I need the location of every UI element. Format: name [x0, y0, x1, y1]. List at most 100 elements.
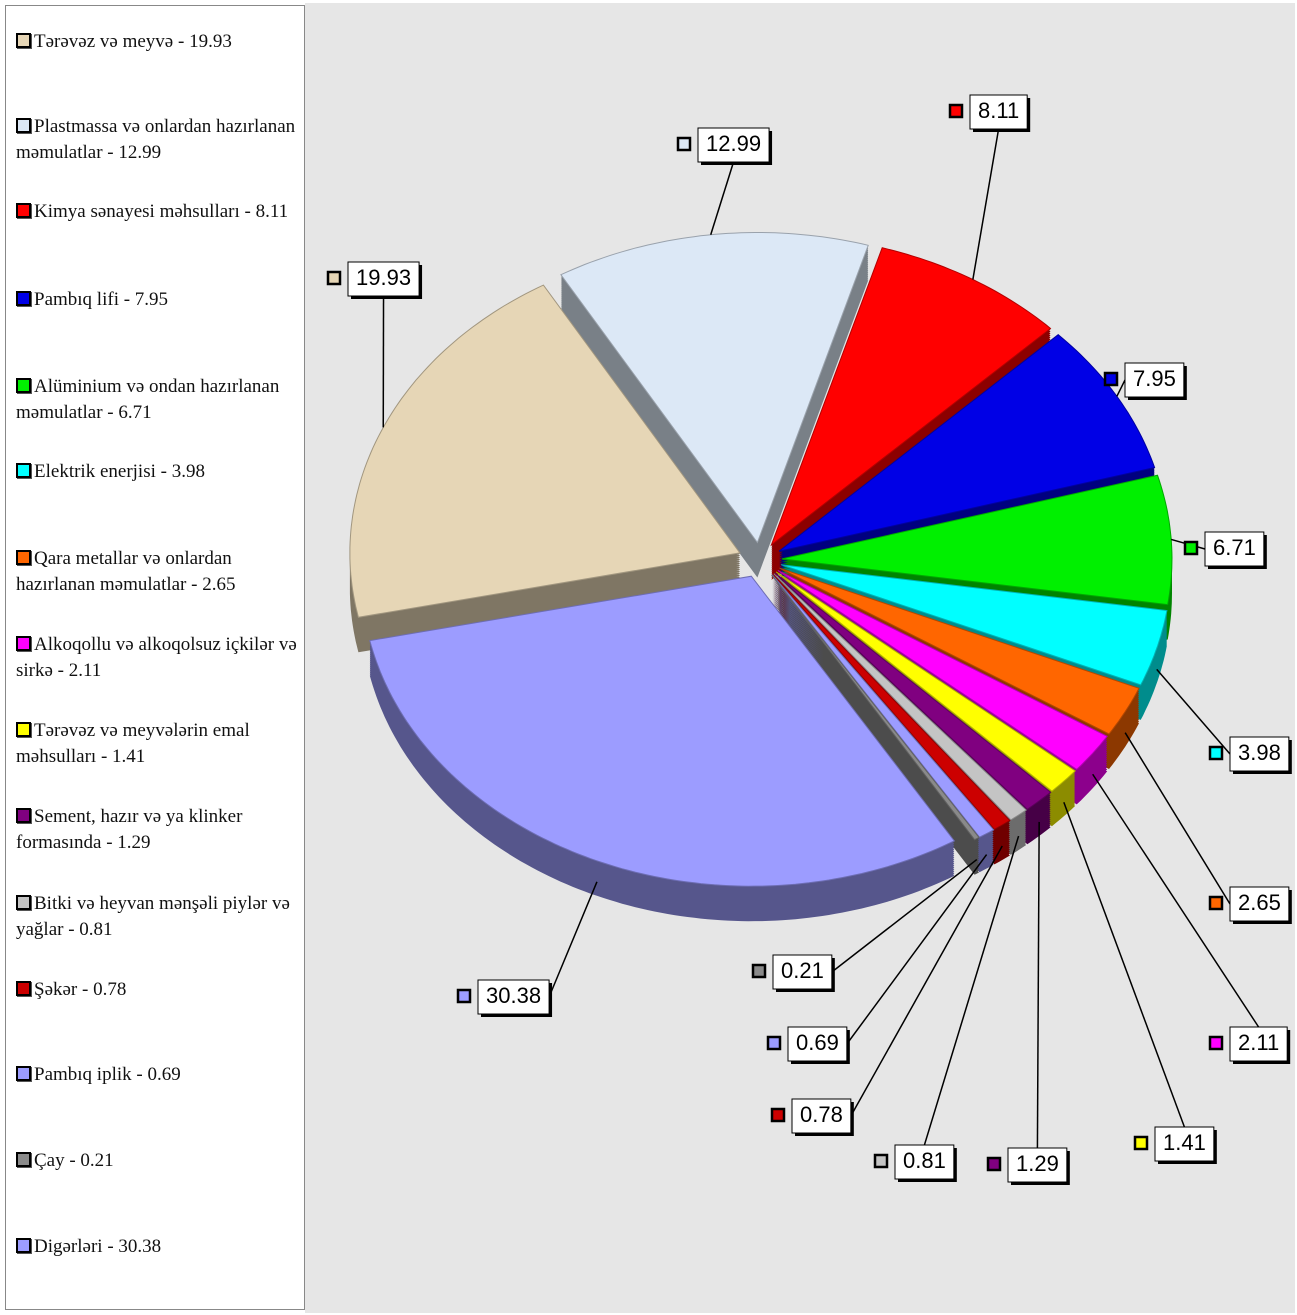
label-box	[1124, 362, 1185, 398]
legend-label: Plastmassa və onlardan hazırlanan məmula…	[16, 116, 296, 163]
legend-item: Kimya sənayesi məhsulları - 8.11	[16, 199, 304, 225]
legend-item: Bitki və heyvan mənşəli piylər və yağlar…	[16, 891, 304, 943]
label-box	[894, 1144, 955, 1180]
label-box	[772, 954, 833, 990]
legend-item: Pambıq lifi - 7.95	[16, 287, 304, 313]
data-label-text: 0.81	[903, 1148, 946, 1173]
data-label: 3.98	[1156, 668, 1292, 774]
legend-swatch	[16, 33, 31, 48]
label-box	[787, 1026, 848, 1062]
data-label: 2.11	[1092, 773, 1291, 1064]
leader-line	[1036, 821, 1040, 1149]
legend-swatch	[16, 1238, 31, 1253]
data-label-text: 6.71	[1213, 535, 1256, 560]
slice-side	[771, 576, 979, 875]
slice	[777, 569, 1108, 771]
slice	[773, 573, 1028, 821]
data-label-text: 1.41	[1163, 1130, 1206, 1155]
legend-item: Tərəvəz və meyvələrin emal məhsulları - …	[16, 718, 304, 770]
legend-item: Pambıq iplik - 0.69	[16, 1062, 304, 1088]
data-label: 0.21	[751, 858, 978, 992]
legend-label: Digərləri - 30.38	[34, 1236, 162, 1257]
label-box	[347, 261, 420, 297]
slice	[779, 567, 1140, 735]
data-label-text: 2.65	[1238, 890, 1281, 915]
leader-line	[831, 858, 978, 973]
label-swatch	[1208, 1035, 1224, 1051]
label-box	[1154, 1126, 1215, 1162]
label-swatch	[751, 963, 767, 979]
label-swatch	[1208, 895, 1224, 911]
label-swatch	[456, 988, 472, 1004]
legend-swatch	[16, 1066, 31, 1081]
data-label-text: 8.11	[978, 98, 1019, 123]
slice	[774, 572, 1052, 810]
data-label: 30.38	[456, 881, 598, 1017]
legend-label: Elektrik enerjisi - 3.98	[34, 461, 205, 482]
legend-label: Sement, hazır və ya klinker formasında -…	[16, 806, 243, 853]
label-swatch	[676, 136, 692, 152]
label-box	[1204, 531, 1265, 567]
label-swatch	[1103, 371, 1119, 387]
legend-item: Digərləri - 30.38	[16, 1234, 304, 1260]
data-label: 7.95	[1103, 362, 1187, 400]
label-swatch	[948, 103, 964, 119]
legend-item: Qara metallar və onlardan hazırlanan məm…	[16, 546, 304, 598]
legend-label: Alkoqollu və alkoqolsuz içkilər və sirkə…	[16, 634, 297, 681]
data-label: 12.99	[676, 127, 773, 235]
label-box	[477, 979, 550, 1015]
data-label-text: 1.29	[1016, 1151, 1059, 1176]
label-swatch	[766, 1035, 782, 1051]
data-label-text: 0.69	[796, 1030, 839, 1055]
label-swatch	[986, 1156, 1002, 1172]
legend-label: Qara metallar və onlardan hazırlanan məm…	[16, 548, 236, 595]
legend-item: Elektrik enerjisi - 3.98	[16, 459, 304, 485]
data-label: 1.41	[1063, 802, 1217, 1164]
legend-swatch	[16, 722, 31, 737]
legend-label: Pambıq iplik - 0.69	[34, 1064, 181, 1085]
legend-item: Alkoqollu və alkoqolsuz içkilər və sirkə…	[16, 632, 304, 684]
data-label-text: 3.98	[1238, 740, 1281, 765]
leader-line	[972, 128, 1000, 280]
legend-label: Çay - 0.21	[34, 1150, 114, 1171]
legend-label: Kimya sənayesi məhsulları - 8.11	[34, 201, 289, 222]
leader-line	[1116, 379, 1126, 397]
leader-line	[1124, 732, 1231, 905]
label-swatch	[326, 270, 342, 286]
legend-label: Bitki və heyvan mənşəli piylər və yağlar…	[16, 893, 290, 940]
leader-line	[1092, 773, 1260, 1028]
label-swatch	[770, 1107, 786, 1123]
data-label-text: 19.93	[356, 265, 411, 290]
slice	[369, 575, 956, 887]
label-box	[1229, 736, 1290, 772]
leader-line	[1063, 802, 1186, 1128]
slice	[772, 573, 1011, 831]
data-label-text: 12.99	[706, 131, 761, 156]
legend-swatch	[16, 808, 31, 823]
legend-swatch	[16, 118, 31, 133]
slice	[775, 571, 1076, 792]
legend-label: Şəkər - 0.78	[34, 979, 127, 1000]
leader-line	[1156, 668, 1231, 755]
legend-item: Çay - 0.21	[16, 1148, 304, 1174]
legend-item: Tərəvəz və meyvə - 19.93	[16, 29, 304, 55]
legend-label: Tərəvəz və meyvələrin emal məhsulları - …	[16, 720, 250, 767]
label-box	[1229, 886, 1290, 922]
legend-label: Alüminium və ondan hazırlanan məmulatlar…	[16, 376, 280, 423]
legend-swatch	[16, 463, 31, 478]
legend-label: Tərəvəz və meyvə - 19.93	[34, 31, 232, 52]
label-swatch	[873, 1153, 889, 1169]
legend-swatch	[16, 291, 31, 306]
label-swatch	[1133, 1135, 1149, 1151]
legend-swatch	[16, 378, 31, 393]
legend: Tərəvəz və meyvə - 19.93 Plastmassa və on…	[5, 5, 305, 1310]
leader-line	[923, 835, 1020, 1146]
data-label: 6.71	[1170, 531, 1267, 569]
legend-item: Plastmassa və onlardan hazırlanan məmula…	[16, 114, 304, 166]
data-label-text: 30.38	[486, 983, 541, 1008]
data-label: 2.65	[1124, 732, 1292, 924]
label-swatch	[1208, 745, 1224, 761]
leader-line	[846, 854, 988, 1045]
label-box	[969, 94, 1028, 130]
